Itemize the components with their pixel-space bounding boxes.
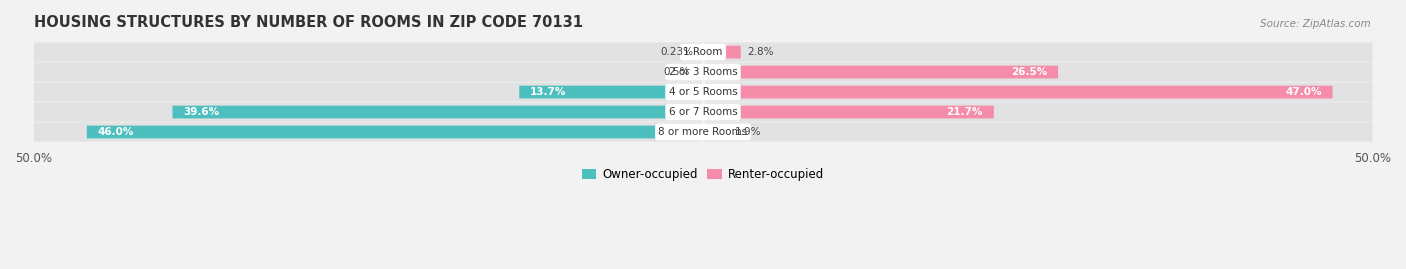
Text: 46.0%: 46.0% <box>98 127 134 137</box>
FancyBboxPatch shape <box>703 126 728 139</box>
Text: 13.7%: 13.7% <box>530 87 567 97</box>
Text: 6 or 7 Rooms: 6 or 7 Rooms <box>669 107 737 117</box>
Text: 21.7%: 21.7% <box>946 107 983 117</box>
FancyBboxPatch shape <box>703 46 741 58</box>
FancyBboxPatch shape <box>34 102 1372 122</box>
FancyBboxPatch shape <box>34 83 1372 102</box>
FancyBboxPatch shape <box>696 66 703 79</box>
Text: 4 or 5 Rooms: 4 or 5 Rooms <box>669 87 737 97</box>
FancyBboxPatch shape <box>703 66 1059 79</box>
Text: Source: ZipAtlas.com: Source: ZipAtlas.com <box>1260 19 1371 29</box>
Text: 8 or more Rooms: 8 or more Rooms <box>658 127 748 137</box>
FancyBboxPatch shape <box>703 106 994 118</box>
Legend: Owner-occupied, Renter-occupied: Owner-occupied, Renter-occupied <box>578 163 828 185</box>
Text: 1.9%: 1.9% <box>735 127 762 137</box>
FancyBboxPatch shape <box>34 122 1372 141</box>
FancyBboxPatch shape <box>34 62 1372 82</box>
Text: 0.5%: 0.5% <box>664 67 689 77</box>
Text: 0.23%: 0.23% <box>661 47 693 57</box>
FancyBboxPatch shape <box>34 43 1372 62</box>
Text: 2.8%: 2.8% <box>747 47 773 57</box>
Text: 2 or 3 Rooms: 2 or 3 Rooms <box>669 67 737 77</box>
FancyBboxPatch shape <box>87 126 703 139</box>
FancyBboxPatch shape <box>519 86 703 98</box>
Text: 39.6%: 39.6% <box>183 107 219 117</box>
Text: HOUSING STRUCTURES BY NUMBER OF ROOMS IN ZIP CODE 70131: HOUSING STRUCTURES BY NUMBER OF ROOMS IN… <box>34 15 582 30</box>
FancyBboxPatch shape <box>700 46 703 58</box>
Text: 26.5%: 26.5% <box>1011 67 1047 77</box>
Text: 1 Room: 1 Room <box>683 47 723 57</box>
FancyBboxPatch shape <box>173 106 703 118</box>
FancyBboxPatch shape <box>703 86 1333 98</box>
Text: 47.0%: 47.0% <box>1285 87 1322 97</box>
